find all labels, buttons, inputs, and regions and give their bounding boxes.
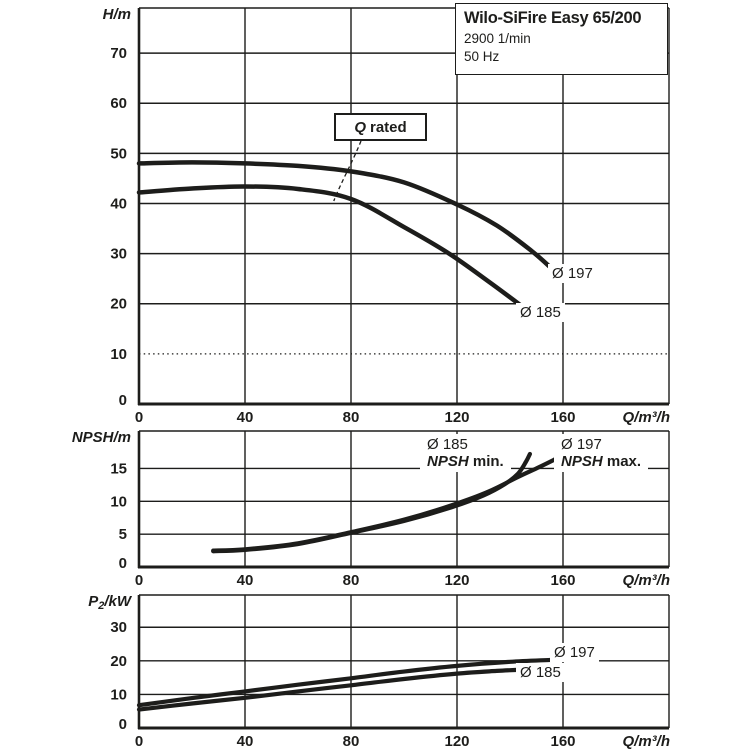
head-label-185-text: Ø 185: [520, 304, 561, 321]
curve-power-a: [136, 657, 555, 708]
x-tick-label: 40: [237, 572, 254, 589]
y-tick-label: 0: [119, 716, 127, 733]
x-tick-label: 80: [343, 572, 360, 589]
x-tick-label: 80: [343, 733, 360, 750]
y-tick-label: 0: [119, 392, 127, 409]
x-tick-label: 120: [444, 409, 469, 426]
x-tick-label: 160: [550, 409, 575, 426]
x-tick-label: 0: [135, 572, 143, 589]
chart-title-box: Wilo-SiFire Easy 65/200 2900 1/min 50 Hz: [455, 3, 668, 75]
x-tick-label: 160: [550, 572, 575, 589]
x-tick-label: 80: [343, 409, 360, 426]
npsh-max-condition: NPSH max.: [561, 453, 641, 470]
power-label-185-text: Ø 185: [520, 664, 561, 681]
npsh-min-label: Ø 185 NPSH min.: [420, 434, 511, 472]
y-tick-label: 30: [110, 246, 127, 263]
y-tick-label: 10: [110, 686, 127, 703]
x-tick-label: 120: [444, 733, 469, 750]
y-tick-label: 20: [110, 296, 127, 313]
curve-npsh-b: [211, 457, 558, 553]
x-tick-label: 120: [444, 572, 469, 589]
y-tick-label: 50: [110, 145, 127, 162]
y-tick-label: 10: [110, 346, 127, 363]
y-axis-label: P2/kW: [88, 593, 133, 612]
y-axis-label: H/m: [103, 6, 131, 23]
y-tick-label: 40: [110, 195, 127, 212]
y-tick-label: 0: [119, 555, 127, 572]
y-tick-label: 60: [110, 95, 127, 112]
y-tick-label: 20: [110, 653, 127, 670]
x-tick-label: 0: [135, 409, 143, 426]
npsh-min-condition: NPSH min.: [427, 453, 504, 470]
npsh-max-label: Ø 197 NPSH max.: [554, 434, 649, 472]
npsh-min-diameter: Ø 185: [427, 436, 468, 453]
x-tick-label: 40: [237, 733, 254, 750]
x-tick-label: 0: [135, 733, 143, 750]
y-tick-label: 10: [110, 493, 127, 510]
npsh-min-acronym: NPSH: [427, 453, 469, 470]
npsh-min-qualifier: min.: [472, 453, 504, 470]
q-rated-text: rated: [369, 118, 407, 136]
x-tick-label: 160: [550, 733, 575, 750]
x-axis-label: Q/m³/h: [623, 409, 671, 426]
npsh-max-acronym: NPSH: [561, 453, 603, 470]
y-axis-label: NPSH/m: [72, 429, 131, 446]
x-tick-label: 40: [237, 409, 254, 426]
y-tick-label: 70: [110, 45, 127, 62]
curve-head-a: [136, 160, 555, 272]
curve-power-b: [136, 667, 528, 712]
power-curve-label-197: Ø 197: [550, 643, 599, 662]
head-curve-label-185: Ø 185: [516, 303, 565, 322]
pump-model-title: Wilo-SiFire Easy 65/200: [464, 9, 642, 27]
npsh-max-diameter: Ø 197: [561, 436, 602, 453]
pump-frequency: 50 Hz: [464, 49, 500, 64]
pump-speed: 2900 1/min: [464, 31, 531, 46]
y-tick-label: 5: [119, 526, 127, 543]
power-label-197-text: Ø 197: [554, 644, 595, 661]
head-curve-label-197: Ø 197: [548, 264, 597, 283]
y-tick-label: 30: [110, 619, 127, 636]
q-rated-symbol: Q: [354, 118, 366, 136]
npsh-max-qualifier: max.: [606, 453, 642, 470]
y-tick-label: 15: [110, 460, 127, 477]
x-axis-label: Q/m³/h: [623, 733, 671, 750]
x-axis-label: Q/m³/h: [623, 572, 671, 589]
power-curve-label-185: Ø 185: [516, 663, 565, 682]
head-label-197-text: Ø 197: [552, 265, 593, 282]
curve-head-b: [136, 184, 523, 308]
